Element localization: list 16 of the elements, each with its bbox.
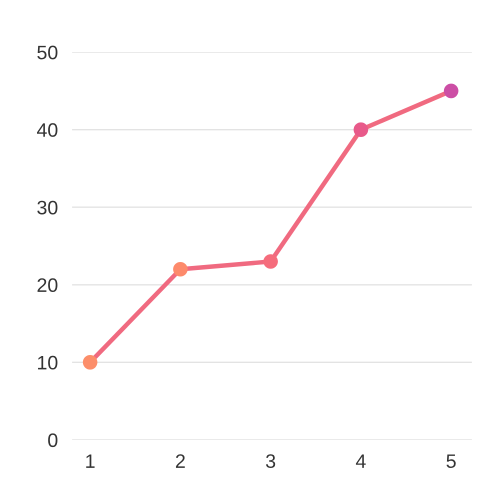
point [354,122,368,137]
x-tick-label: 4 [356,454,366,468]
point [263,254,278,269]
y-tick-label: 0 [48,433,58,448]
y-tick-label: 30 [37,200,58,214]
x-tick-label: 5 [446,454,456,468]
y-tick-label: 10 [38,356,58,370]
y-tick-label: 20 [38,278,58,292]
point [173,262,188,277]
y-tick-label: 50 [37,46,58,60]
y-tick-label: 40 [37,123,58,137]
point [444,84,458,98]
point [82,355,98,370]
x-tick-label: 1 [86,454,95,468]
x-tick-label: 2 [176,454,185,468]
x-tick-label: 3 [266,454,276,468]
